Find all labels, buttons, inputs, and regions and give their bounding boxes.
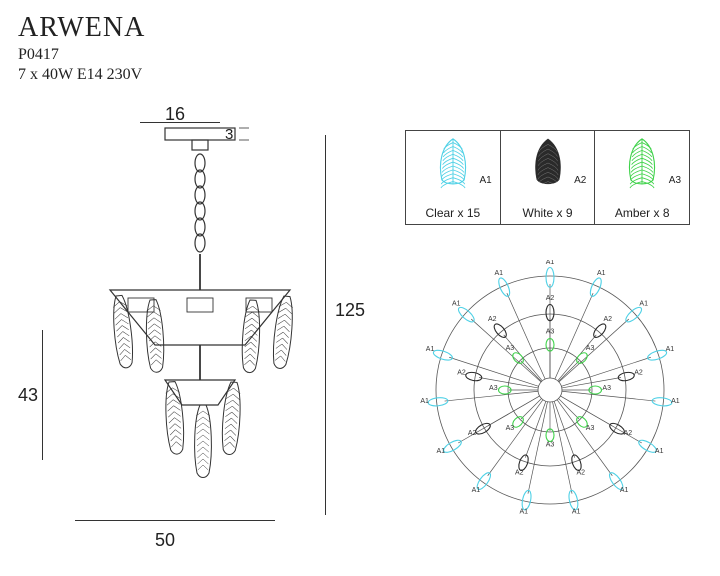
svg-text:A1: A1 — [671, 398, 680, 405]
svg-text:A1: A1 — [472, 487, 481, 494]
dim-diameter: 50 — [155, 530, 175, 551]
svg-text:A2: A2 — [604, 316, 613, 323]
svg-text:A2: A2 — [488, 316, 497, 323]
top-view-radial: A1 A1 A1 A1 A1 A1 A1 A1 A1 A1 A1 A1 A1 A1 A1 A2 A2 A2 A2 A2… — [420, 260, 680, 520]
svg-text:A1: A1 — [655, 448, 664, 455]
svg-text:A3: A3 — [489, 385, 498, 392]
svg-text:A1: A1 — [494, 270, 503, 277]
legend-caption: Clear x 15 — [425, 206, 480, 220]
svg-text:A1: A1 — [639, 301, 648, 308]
leaf-icon — [529, 137, 567, 189]
legend-code: A1 — [479, 175, 491, 186]
svg-text:A1: A1 — [452, 301, 461, 308]
svg-text:A1: A1 — [666, 346, 675, 353]
legend-caption: Amber x 8 — [615, 206, 670, 220]
electrical-spec: 7 x 40W E14 230V — [18, 66, 145, 84]
svg-text:A3: A3 — [586, 345, 595, 352]
svg-text:A3: A3 — [506, 345, 515, 352]
legend-cell-white: A2 White x 9 — [501, 131, 596, 224]
svg-text:A2: A2 — [457, 369, 466, 376]
product-title: ARWENA — [18, 12, 145, 44]
legend-cell-amber: A3 Amber x 8 — [595, 131, 689, 224]
svg-text:A2: A2 — [634, 369, 643, 376]
svg-text:A1: A1 — [420, 398, 429, 405]
dim-line-overall-h — [325, 135, 326, 515]
dim-overall-height: 125 — [335, 300, 365, 321]
legend-code: A3 — [669, 175, 681, 186]
svg-text:A1: A1 — [620, 487, 629, 494]
leaf-icon — [434, 137, 472, 189]
legend-code: A2 — [574, 175, 586, 186]
svg-text:A1: A1 — [572, 508, 581, 515]
svg-text:A1: A1 — [426, 346, 435, 353]
legend-caption: White x 9 — [523, 206, 573, 220]
svg-text:A3: A3 — [586, 425, 595, 432]
svg-text:A2: A2 — [546, 295, 555, 302]
side-view-svg — [30, 110, 330, 540]
svg-text:A3: A3 — [546, 328, 555, 335]
side-view-drawing — [30, 110, 330, 530]
dim-line-mount-top — [140, 122, 220, 123]
header-block: ARWENA P0417 7 x 40W E14 230V — [18, 12, 145, 84]
svg-text:A2: A2 — [624, 430, 633, 437]
model-number: P0417 — [18, 46, 145, 64]
svg-text:A3: A3 — [546, 442, 555, 449]
svg-text:A1: A1 — [520, 508, 529, 515]
svg-text:A2: A2 — [468, 430, 477, 437]
dim-line-diameter — [75, 520, 275, 521]
dim-body-height: 43 — [18, 385, 38, 406]
leaf-icon — [623, 137, 661, 189]
variant-legend: A1 Clear x 15 A2 White x 9 A3 Amber x 8 — [405, 130, 690, 225]
dim-line-body-h — [42, 330, 43, 460]
svg-text:A2: A2 — [576, 469, 585, 476]
svg-text:A1: A1 — [437, 448, 446, 455]
radial-svg: A1 A1 A1 A1 A1 A1 A1 A1 A1 A1 A1 A1 A1 A1 A1 A2 A2 A2 A2 A2… — [420, 260, 680, 520]
svg-text:A1: A1 — [546, 260, 555, 266]
svg-text:A1: A1 — [597, 270, 606, 277]
dim-mount-height: 3 — [225, 126, 233, 143]
svg-text:A3: A3 — [506, 425, 515, 432]
svg-text:A2: A2 — [515, 469, 524, 476]
legend-cell-clear: A1 Clear x 15 — [406, 131, 501, 224]
svg-text:A3: A3 — [602, 385, 611, 392]
